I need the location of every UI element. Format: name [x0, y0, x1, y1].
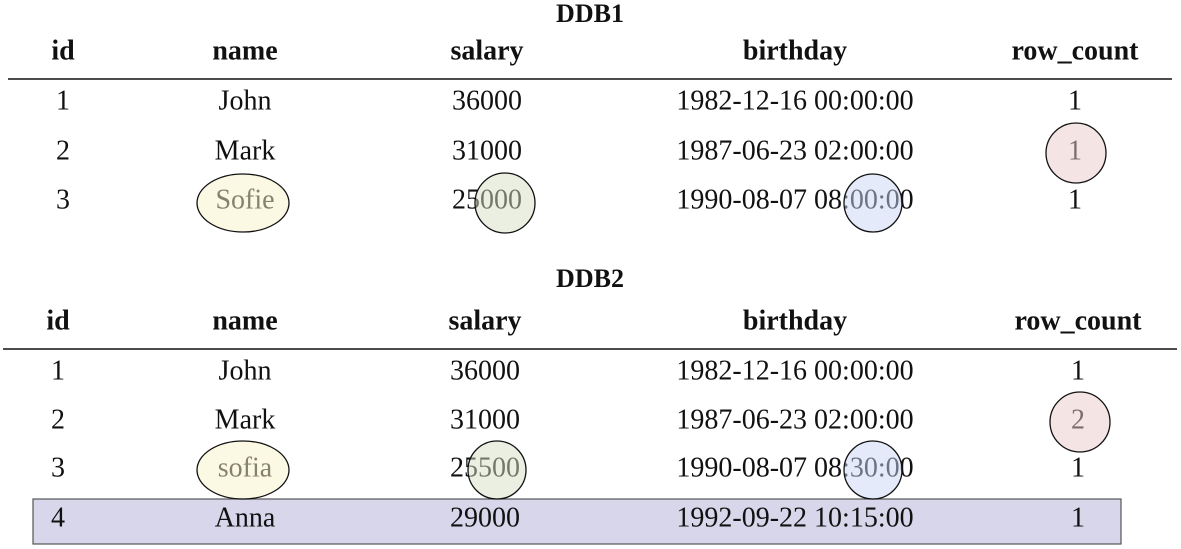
diff-marker	[196, 440, 290, 500]
table-cell: 1987-06-23 02:00:00	[676, 135, 913, 166]
table-title: DDB2	[556, 264, 624, 293]
diff-marker	[1045, 122, 1107, 184]
table-cell: 31000	[452, 135, 522, 166]
diff-marker	[196, 173, 290, 233]
table-cell: Anna	[215, 502, 276, 533]
table-cell: 2	[51, 404, 65, 435]
diff-markers	[196, 122, 1111, 500]
column-header: id	[46, 305, 70, 336]
table-cell: 3	[56, 184, 70, 215]
column-header: name	[212, 35, 277, 66]
column-header: row_count	[1014, 305, 1142, 336]
table-cell: 1	[56, 85, 70, 116]
table-cell: 1	[1071, 452, 1085, 483]
table-cell: 36000	[452, 85, 522, 116]
table-cell: 1987-06-23 02:00:00	[676, 404, 913, 435]
table-cell: 1	[51, 355, 65, 386]
table-cell: 4	[51, 502, 65, 533]
table-cell: 2	[56, 135, 70, 166]
table-cell: 31000	[450, 404, 520, 435]
column-header: salary	[450, 35, 523, 66]
table-cell: 36000	[450, 355, 520, 386]
table-cell: 3	[51, 452, 65, 483]
table-cell: 29000	[450, 502, 520, 533]
column-header: birthday	[743, 305, 847, 336]
diff-marker	[843, 173, 903, 233]
table-cell: Mark	[215, 404, 276, 435]
table-cell: 1	[1071, 355, 1085, 386]
column-header: name	[212, 305, 277, 336]
column-header: row_count	[1011, 35, 1139, 66]
column-header: id	[51, 35, 75, 66]
column-header: birthday	[743, 35, 847, 66]
diff-marker	[474, 172, 536, 234]
diff-marker	[1049, 391, 1111, 453]
table-cell: 1982-12-16 00:00:00	[676, 85, 913, 116]
row-highlight	[32, 498, 1122, 545]
table-title: DDB1	[556, 0, 624, 28]
table-cell: 1	[1068, 85, 1082, 116]
diff-marker	[843, 440, 903, 500]
table-cell: Mark	[215, 135, 276, 166]
table-cell: 1	[1068, 184, 1082, 215]
table-cell: 1	[1071, 502, 1085, 533]
table-cell: John	[219, 355, 272, 386]
table-cell: 1982-12-16 00:00:00	[676, 355, 913, 386]
table-cell: 1992-09-22 10:15:00	[676, 502, 913, 533]
diff-marker	[467, 440, 527, 500]
table-cell: John	[219, 85, 272, 116]
column-header: salary	[448, 305, 521, 336]
